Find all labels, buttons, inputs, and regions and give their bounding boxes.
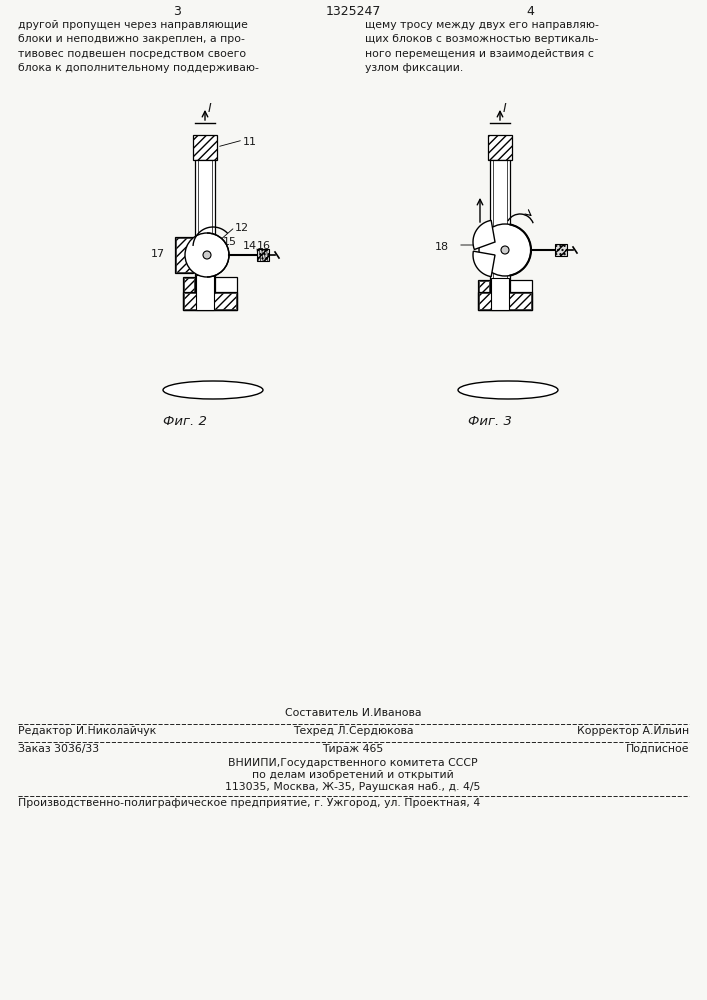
Bar [196,275,214,310]
Text: Техред Л.Сердюкова: Техред Л.Сердюкова [293,726,414,736]
Text: Фиг. 2: Фиг. 2 [163,415,207,428]
Text: 18: 18 [435,242,449,252]
Bar [510,280,532,310]
Text: 3: 3 [173,5,181,18]
Polygon shape [473,251,495,277]
Bar [478,292,532,310]
Text: ВНИИПИ,Государственного комитета СССР: ВНИИПИ,Государственного комитета СССР [228,758,478,768]
Text: Заказ 3036/33: Заказ 3036/33 [18,744,99,754]
Bar [184,293,236,309]
Bar [491,278,509,310]
Bar [193,135,217,160]
Text: Корректор А.Ильин: Корректор А.Ильин [577,726,689,736]
Bar [257,249,269,261]
Text: 4: 4 [526,5,534,18]
Text: 14: 14 [243,241,257,251]
Text: 12: 12 [235,223,249,233]
Bar [215,277,237,310]
Text: 16: 16 [257,241,271,251]
Polygon shape [473,220,495,250]
Text: щему тросу между двух его направляю-
щих блоков с возможностью вертикаль-
ного п: щему тросу между двух его направляю- щих… [365,20,599,73]
Bar [216,293,236,309]
Text: Тираж 465: Тираж 465 [322,744,384,754]
Bar [490,160,510,310]
Bar [488,135,512,160]
Text: Подписное: Подписное [626,744,689,754]
Text: Составитель И.Иванова: Составитель И.Иванова [285,708,421,718]
Circle shape [185,233,229,277]
Bar [479,293,531,309]
Text: Фиг. 3: Фиг. 3 [468,415,512,428]
Bar [195,160,215,310]
Text: 15: 15 [223,237,237,247]
Text: по делам изобретений и открытий: по делам изобретений и открытий [252,770,454,780]
Text: 113035, Москва, Ж-35, Раушская наб., д. 4/5: 113035, Москва, Ж-35, Раушская наб., д. … [226,782,481,792]
Ellipse shape [163,381,263,399]
Bar [511,294,531,309]
Text: 17: 17 [151,249,165,259]
Text: I: I [208,103,212,115]
Text: 1325247: 1325247 [325,5,380,18]
Bar [183,292,237,310]
Circle shape [501,246,509,254]
Circle shape [479,224,531,276]
Bar [478,280,490,310]
Bar [555,244,567,256]
Bar [184,278,194,309]
Bar [479,281,489,309]
Circle shape [203,251,211,259]
Ellipse shape [458,381,558,399]
Text: Редактор И.Николайчук: Редактор И.Николайчук [18,726,156,736]
Bar [176,238,192,272]
Text: другой пропущен через направляющие
блоки и неподвижно закреплен, а про-
тивовес : другой пропущен через направляющие блоки… [18,20,259,73]
Text: Производственно-полиграфическое предприятие, г. Ужгород, ул. Проектная, 4: Производственно-полиграфическое предприя… [18,798,480,808]
Bar [175,237,193,273]
Bar [183,277,195,310]
Text: I: I [503,103,507,115]
Text: 11: 11 [243,137,257,147]
